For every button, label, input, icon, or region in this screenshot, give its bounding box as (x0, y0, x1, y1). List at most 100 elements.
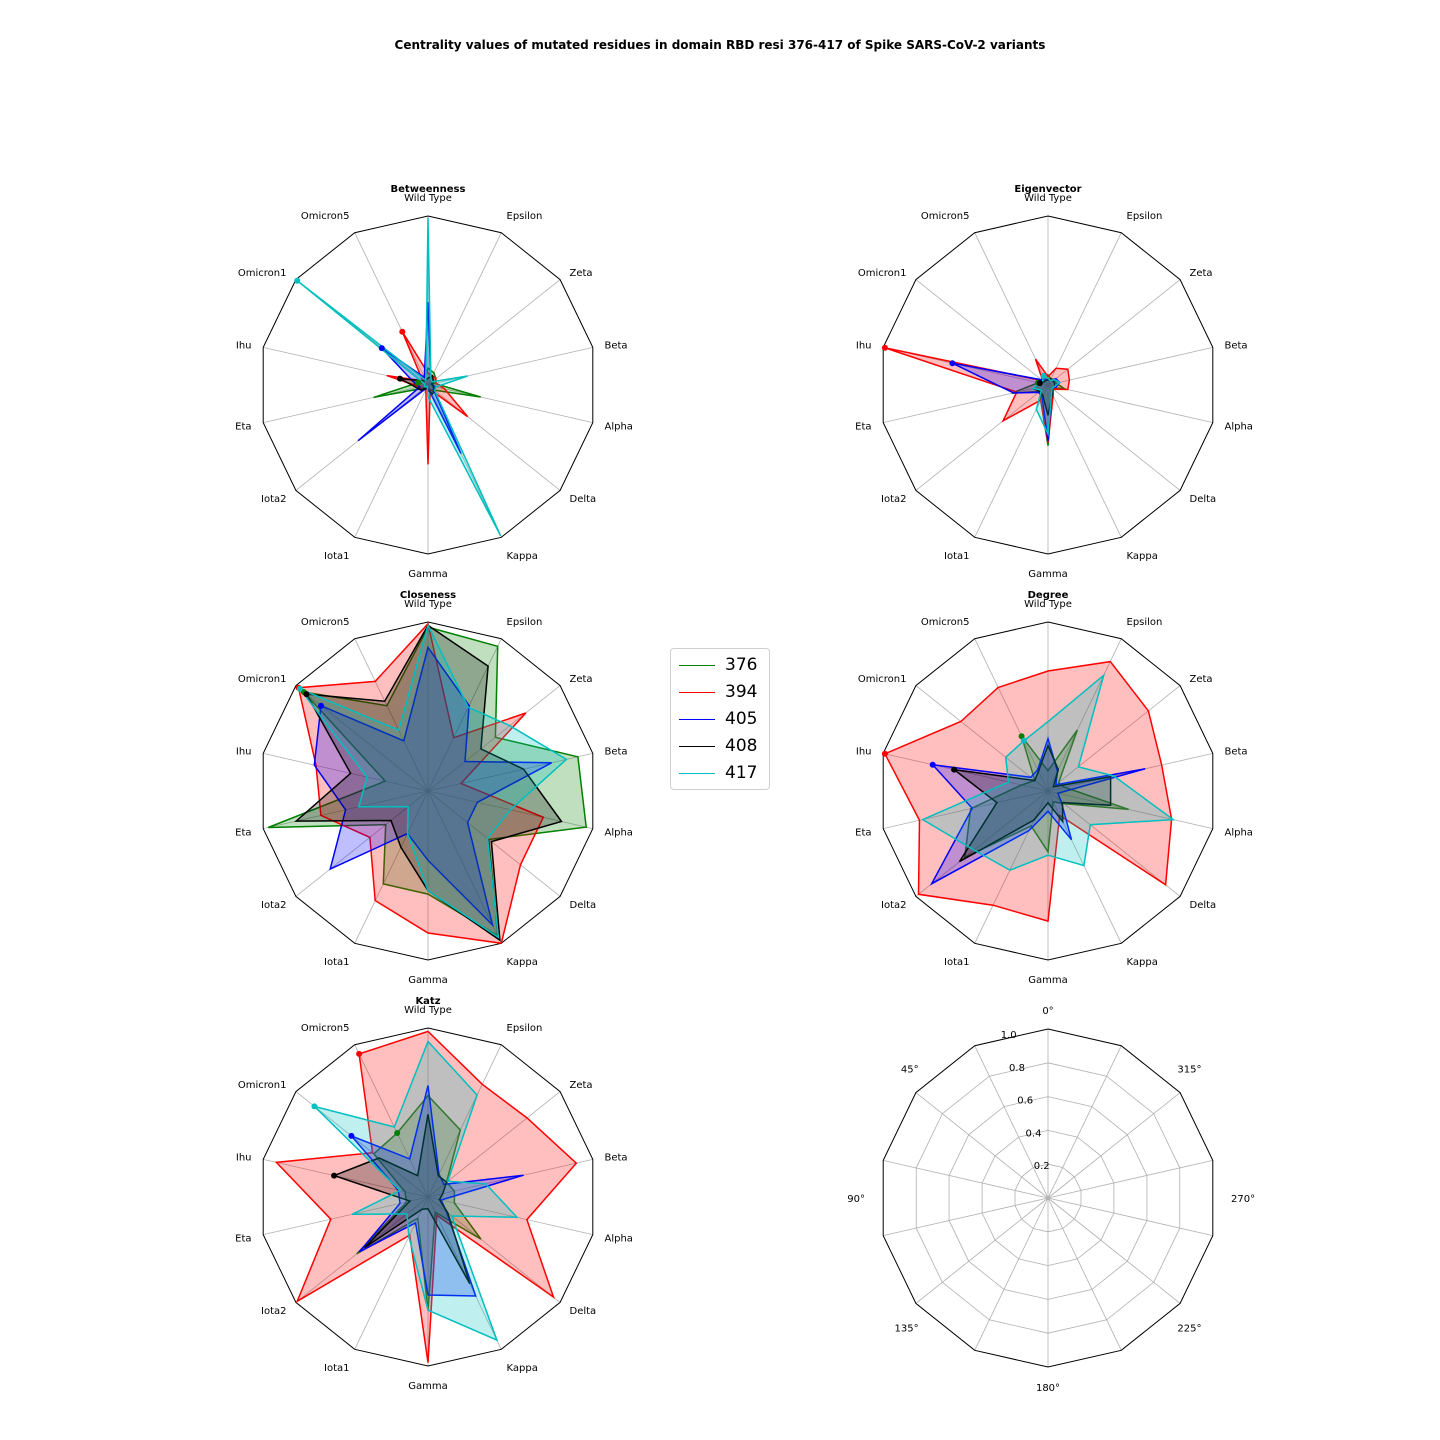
angle-label: 315° (1177, 1065, 1201, 1076)
axis-spoke (883, 790, 1049, 829)
angle-label: 0° (1042, 1006, 1053, 1017)
category-label: Alpha (605, 421, 633, 432)
axis-spoke (1047, 232, 1122, 386)
legend-swatch (679, 719, 715, 720)
radial-tick-label: 0.4 (1026, 1128, 1042, 1139)
category-label: Iota2 (261, 1306, 286, 1317)
chart-title: Centrality values of mutated residues in… (394, 38, 1046, 52)
axis-spoke (427, 1044, 502, 1198)
category-label: Delta (570, 494, 597, 505)
legend-item-417: 417 (679, 763, 767, 783)
category-label: Wild Type (404, 1005, 452, 1016)
series-405 (350, 1085, 524, 1297)
axis-spoke (883, 1197, 1049, 1236)
angle-label: 90° (847, 1194, 865, 1205)
category-label: Beta (605, 1153, 628, 1164)
axis-spoke (427, 384, 593, 423)
axis-spoke (1047, 1197, 1122, 1351)
data-point-417 (294, 277, 301, 284)
axis-spoke (427, 232, 502, 386)
axis-spoke (1047, 384, 1181, 491)
category-label: Zeta (1190, 674, 1213, 685)
category-label: Omicron5 (301, 1023, 350, 1034)
legend-item-394: 394 (679, 682, 767, 702)
axis-spoke (1047, 790, 1181, 897)
grid-ring (948, 1096, 1148, 1300)
category-label: Iota1 (944, 551, 969, 562)
subplot-title: Eigenvector (1014, 184, 1081, 195)
axis-spoke (915, 279, 1049, 386)
radar-chart-1: Wild Type Epsilon Zeta Beta Alpha Delta Kappa G… (235, 184, 633, 580)
category-label: Beta (605, 341, 628, 352)
category-label: Epsilon (507, 211, 543, 222)
category-label: Alpha (1225, 421, 1253, 432)
category-label: Wild Type (1024, 599, 1072, 610)
category-label: Iota2 (881, 494, 906, 505)
data-point-408 (397, 375, 403, 382)
data-point-405 (929, 761, 936, 768)
category-label: Omicron1 (858, 268, 907, 279)
series-417 (311, 1040, 519, 1342)
category-label: Delta (570, 1306, 597, 1317)
grid-ring (1014, 1163, 1082, 1233)
radial-tick-label: 0.8 (1009, 1063, 1025, 1074)
grid-ring (981, 1129, 1115, 1267)
axis-spoke (295, 790, 429, 897)
axis-spoke (974, 384, 1049, 538)
axis-spoke (427, 1091, 561, 1198)
axis-spoke (427, 790, 561, 897)
category-label: Alpha (605, 1233, 633, 1244)
axis-spoke (974, 790, 1049, 944)
axis-spoke (1047, 347, 1213, 386)
category-label: Omicron5 (921, 617, 970, 628)
category-label: Epsilon (507, 617, 543, 628)
angle-label: 45° (901, 1065, 919, 1076)
axis-spoke (974, 638, 1049, 792)
category-label: Delta (1190, 900, 1217, 911)
category-label: Omicron1 (238, 674, 287, 685)
axis-spoke (427, 790, 502, 944)
category-label: Delta (1190, 494, 1217, 505)
axis-spoke (1047, 1092, 1181, 1199)
data-point-408 (951, 766, 958, 773)
data-point-408 (331, 1172, 338, 1179)
category-label: Beta (1225, 747, 1248, 758)
legend-swatch (679, 773, 715, 774)
axis-spoke (427, 685, 561, 792)
category-label: Beta (1225, 341, 1248, 352)
data-point-376 (415, 379, 422, 386)
axis-spoke (295, 685, 429, 792)
axis-spoke (1047, 638, 1122, 792)
category-label: Eta (855, 421, 871, 432)
axis-spoke (915, 384, 1049, 491)
angle-label: 270° (1231, 1194, 1255, 1205)
category-label: Gamma (1028, 569, 1068, 580)
category-label: Ihu (236, 1153, 252, 1164)
category-label: Alpha (1225, 827, 1253, 838)
axis-spoke (354, 384, 429, 538)
category-label: Epsilon (1127, 211, 1163, 222)
axis-spoke (427, 384, 561, 491)
legend-label: 394 (725, 682, 758, 702)
category-label: Iota2 (881, 900, 906, 911)
category-label: Eta (235, 827, 251, 838)
radar-frame (882, 621, 1214, 961)
radar-frame (262, 621, 594, 961)
series-394 (883, 660, 1173, 923)
radar-chart-6: 0° 315° 270° 225° 180° 135° 90° 45° 0.2 0.4 0.6 0.8… (847, 1006, 1255, 1394)
category-label: Wild Type (404, 599, 452, 610)
angle-label: 135° (895, 1323, 919, 1334)
category-label: Gamma (408, 975, 448, 986)
category-label: Iota2 (261, 494, 286, 505)
legend-swatch (679, 692, 715, 693)
axis-spoke (354, 232, 429, 386)
data-point-394 (881, 344, 888, 351)
axis-spoke (883, 384, 1049, 423)
category-label: Kappa (1127, 957, 1158, 968)
axis-spoke (915, 1197, 1049, 1304)
category-label: Gamma (1028, 975, 1068, 986)
radar-chart-5: Wild Type Epsilon Zeta Beta Alpha Delta Kappa G… (235, 996, 633, 1392)
category-label: Zeta (570, 674, 593, 685)
radar-frame (262, 215, 594, 555)
